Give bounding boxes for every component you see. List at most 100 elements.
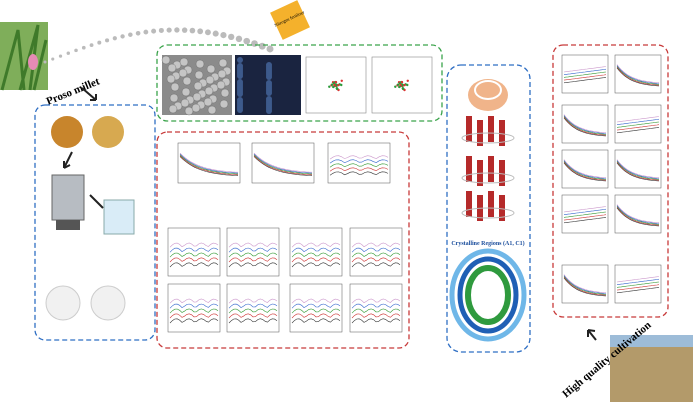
curve	[616, 278, 660, 285]
plot-frame	[289, 227, 343, 277]
dot	[212, 30, 219, 37]
granules	[161, 55, 409, 116]
curve	[563, 161, 607, 180]
curve	[563, 276, 607, 296]
curve	[291, 247, 341, 253]
granule	[180, 98, 190, 108]
event	[398, 85, 401, 89]
curve	[253, 153, 313, 174]
dot	[189, 27, 196, 34]
curve	[179, 153, 239, 174]
granule	[266, 62, 272, 68]
spectra-panel	[156, 131, 410, 349]
grain-dish	[92, 116, 124, 148]
plot-frame	[614, 149, 662, 189]
curve	[616, 160, 660, 179]
granule	[266, 96, 272, 102]
granule	[181, 87, 191, 97]
curve	[563, 117, 607, 137]
helix	[499, 120, 505, 146]
lamella	[461, 132, 515, 144]
millet-tag	[28, 54, 38, 70]
granule	[204, 86, 214, 96]
dot	[266, 45, 274, 53]
dot	[135, 30, 141, 36]
curve	[563, 274, 607, 293]
curve	[329, 167, 389, 172]
curve	[616, 281, 660, 288]
curve	[563, 160, 607, 179]
dot-trail	[43, 27, 274, 64]
growth-ring	[474, 80, 502, 100]
curve	[329, 171, 389, 176]
curve	[228, 318, 278, 324]
granule	[169, 93, 179, 103]
dot	[43, 60, 47, 64]
curve	[291, 308, 341, 314]
event	[328, 85, 331, 88]
granule	[170, 82, 180, 92]
curve	[563, 66, 607, 73]
event	[401, 86, 405, 90]
curve	[291, 303, 341, 309]
dot	[243, 37, 251, 45]
dot	[120, 34, 125, 39]
dot	[58, 54, 63, 58]
event	[400, 80, 404, 84]
lamella	[461, 207, 515, 219]
curve	[169, 242, 219, 248]
curve	[329, 155, 389, 160]
curve	[329, 159, 389, 164]
lamella	[461, 172, 515, 184]
curve	[169, 313, 219, 319]
granule	[178, 68, 188, 78]
sky	[610, 335, 693, 347]
curve	[563, 214, 607, 221]
imaging-panel	[156, 44, 443, 122]
granule	[182, 76, 192, 86]
event	[401, 83, 404, 87]
dot	[166, 27, 172, 33]
dot	[197, 28, 204, 35]
granule	[216, 80, 226, 90]
curve	[228, 242, 278, 248]
processing-panel	[34, 104, 156, 341]
crop-label: Proso millet	[45, 75, 102, 107]
dot	[181, 27, 188, 33]
helix	[499, 195, 505, 221]
helix	[499, 160, 505, 186]
granule	[203, 97, 213, 107]
event	[396, 83, 400, 86]
plot-frame	[561, 104, 609, 144]
dot	[105, 38, 110, 43]
ring	[465, 265, 511, 325]
plot-frame	[349, 227, 403, 277]
curve	[563, 71, 607, 78]
curve	[228, 308, 278, 314]
granule	[179, 57, 189, 67]
curve	[351, 247, 401, 253]
curve	[563, 77, 607, 84]
curve	[616, 207, 660, 227]
granule	[192, 92, 202, 102]
curve	[228, 257, 278, 263]
curve	[169, 257, 219, 263]
plot-frame	[561, 264, 609, 304]
dot	[174, 27, 180, 33]
curve	[169, 318, 219, 324]
event	[340, 79, 343, 83]
curve	[228, 313, 278, 319]
curve	[563, 159, 607, 178]
plot-frame	[614, 54, 662, 94]
dot	[258, 42, 266, 50]
curve	[563, 161, 607, 181]
dot	[143, 29, 149, 35]
curve	[169, 298, 219, 304]
granule	[167, 63, 177, 73]
curve	[563, 116, 607, 136]
arrow	[587, 329, 597, 341]
curve	[351, 303, 401, 309]
curve	[616, 65, 660, 84]
curve	[351, 308, 401, 314]
helix	[488, 116, 494, 142]
